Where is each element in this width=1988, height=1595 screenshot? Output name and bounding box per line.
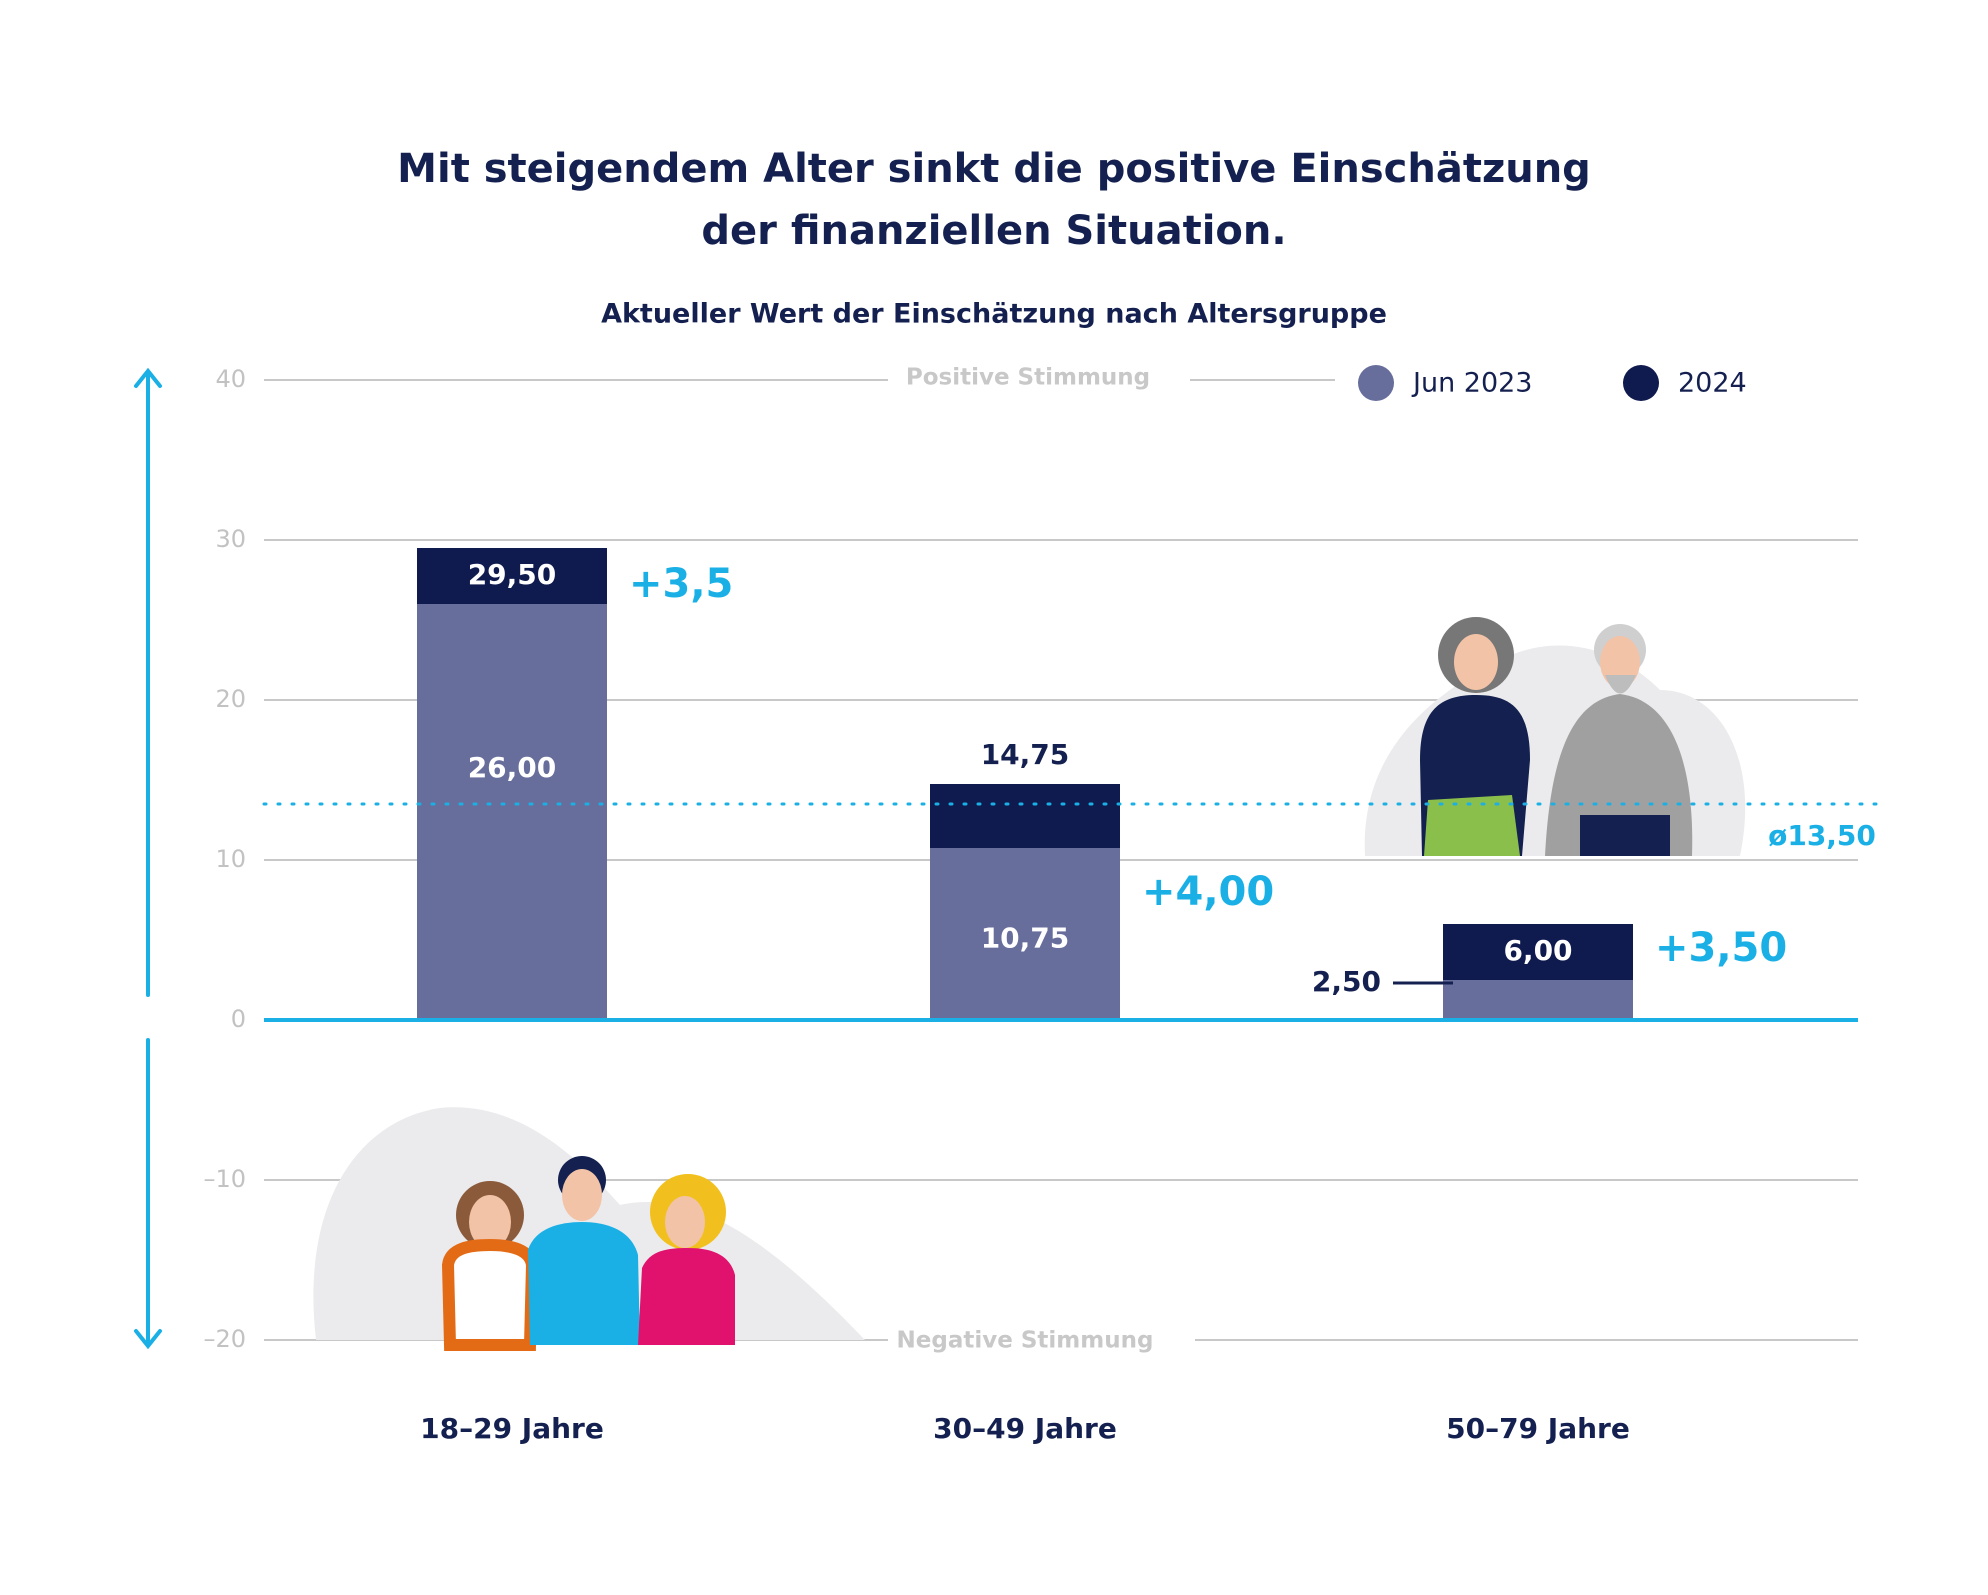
chart-title: Mit steigendem Alter sinkt die positive … [397, 146, 1591, 192]
legend-swatch [1623, 365, 1659, 401]
y-tick-label: 40 [215, 365, 246, 393]
y-tick-label: 20 [215, 685, 246, 713]
chart-title: der finanziellen Situation. [701, 208, 1286, 254]
y-tick-label: 10 [215, 845, 246, 873]
legend-label: Jun 2023 [1411, 368, 1532, 399]
y-tick-label: –20 [203, 1325, 246, 1353]
direction-arrows [134, 367, 162, 1350]
value-label: 6,00 [1503, 934, 1572, 967]
annotation: Positive Stimmung [906, 365, 1150, 391]
value-label: 29,50 [468, 558, 557, 591]
bar [1443, 980, 1633, 1020]
bar [930, 848, 1120, 1020]
change-label: +4,00 [1142, 869, 1274, 915]
value-label: 10,75 [981, 922, 1070, 955]
y-tick-label: 0 [231, 1005, 246, 1033]
legend-swatch [1358, 365, 1394, 401]
annotation: Negative Stimmung [897, 1328, 1154, 1354]
chart-subtitle: Aktueller Wert der Einschätzung nach Alt… [601, 299, 1387, 330]
change-label: +3,5 [629, 561, 733, 607]
illustrations [313, 617, 1746, 1351]
legend-label: 2024 [1678, 368, 1747, 399]
bar [417, 604, 607, 1020]
y-tick-label: 30 [215, 525, 246, 553]
value-label: 26,00 [468, 751, 557, 784]
x-tick-label: 50–79 Jahre [1446, 1412, 1630, 1445]
value-label: 14,75 [981, 738, 1070, 771]
change-label: +3,50 [1655, 925, 1787, 971]
y-tick-label: –10 [203, 1165, 246, 1193]
x-tick-label: 18–29 Jahre [420, 1412, 604, 1445]
value-label: 2,50 [1312, 965, 1381, 998]
average-label: ø13,50 [1768, 819, 1876, 852]
x-tick-label: 30–49 Jahre [933, 1412, 1117, 1445]
